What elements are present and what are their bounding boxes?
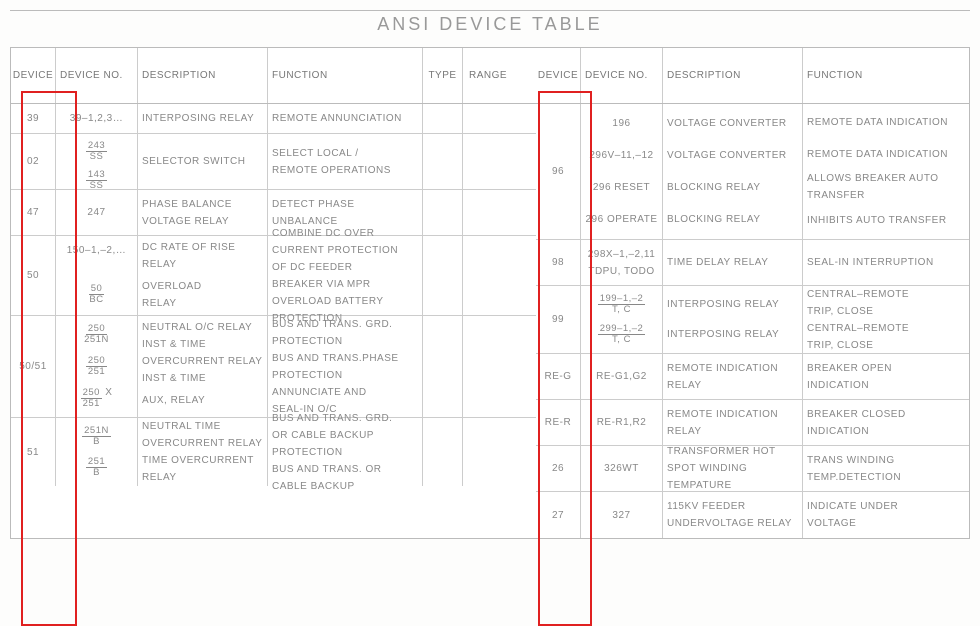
cell-device: 50/51 [11, 316, 56, 417]
col-function: FUNCTION [803, 48, 969, 103]
col-type: TYPE [423, 48, 463, 103]
cell-device: RE-R [536, 400, 581, 445]
cell-description: DC RATE OF RISERELAYOVERLOADRELAY [138, 236, 268, 315]
cell-function: BUS AND TRANS. GRD.PROTECTIONBUS AND TRA… [268, 316, 423, 417]
cell-device: 47 [11, 190, 56, 235]
cell-description: TIME DELAY RELAY [663, 240, 803, 285]
cell-function: BREAKER CLOSEDINDICATION [803, 400, 969, 445]
cell-device: 50 [11, 236, 56, 315]
cell-device: 99 [536, 286, 581, 353]
table-row: 27327115KV FEEDERUNDERVOLTAGE RELAYINDIC… [536, 492, 969, 538]
table-row: 02243SS143SSSELECTOR SWITCHSELECT LOCAL … [11, 134, 536, 190]
cell-device: 96 [536, 104, 581, 239]
cell-device-no: 196296V–11,–12296 RESET296 OPERATE [581, 104, 663, 239]
col-range: RANGE [463, 48, 513, 103]
cell-device-no: RE-R1,R2 [581, 400, 663, 445]
col-device-no: DEVICE NO. [581, 48, 663, 103]
cell-description: NEUTRAL TIMEOVERCURRENT RELAYTIME OVERCU… [138, 418, 268, 486]
cell-device: 98 [536, 240, 581, 285]
cell-description: NEUTRAL O/C RELAYINST & TIMEOVERCURRENT … [138, 316, 268, 417]
cell-function: COMBINE DC OVERCURRENT PROTECTIONOF DC F… [268, 236, 423, 315]
cell-description: REMOTE INDICATIONRELAY [663, 400, 803, 445]
cell-description: 115KV FEEDERUNDERVOLTAGE RELAY [663, 492, 803, 538]
cell-description: INTERPOSING RELAYINTERPOSING RELAY [663, 286, 803, 353]
table-right: DEVICE DEVICE NO. DESCRIPTION FUNCTION 9… [536, 48, 969, 538]
cell-function: SEAL-IN INTERRUPTION [803, 240, 969, 285]
table-row: 99199–1,–2T, C299–1,–2T, CINTERPOSING RE… [536, 286, 969, 354]
cell-function: BREAKER OPENINDICATION [803, 354, 969, 399]
cell-device-no: 298X–1,–2,11TDPU, TODO [581, 240, 663, 285]
cell-function: INDICATE UNDERVOLTAGE [803, 492, 969, 538]
table-row: 50150–1,–2,…50BCDC RATE OF RISERELAYOVER… [11, 236, 536, 316]
col-function: FUNCTION [268, 48, 423, 103]
table-row: 51251NB251BNEUTRAL TIMEOVERCURRENT RELAY… [11, 418, 536, 486]
cell-description: SELECTOR SWITCH [138, 134, 268, 189]
cell-device: RE-G [536, 354, 581, 399]
table-row: 3939–1,2,3…INTERPOSING RELAYREMOTE ANNUN… [11, 104, 536, 134]
cell-device: 26 [536, 446, 581, 491]
table-header-left: DEVICE DEVICE NO. DESCRIPTION FUNCTION T… [11, 48, 536, 104]
col-description: DESCRIPTION [138, 48, 268, 103]
cell-device-no: 326WT [581, 446, 663, 491]
cell-device-no: 247 [56, 190, 138, 235]
cell-function: SELECT LOCAL /REMOTE OPERATIONS [268, 134, 423, 189]
table-header-right: DEVICE DEVICE NO. DESCRIPTION FUNCTION [536, 48, 969, 104]
cell-description: VOLTAGE CONVERTERVOLTAGE CONVERTERBLOCKI… [663, 104, 803, 239]
cell-device: 02 [11, 134, 56, 189]
table-row: 50/51250251N250251250251 XNEUTRAL O/C RE… [11, 316, 536, 418]
col-device: DEVICE [11, 48, 56, 103]
cell-function: CENTRAL–REMOTETRIP, CLOSECENTRAL–REMOTET… [803, 286, 969, 353]
cell-description: INTERPOSING RELAY [138, 104, 268, 133]
cell-description: PHASE BALANCEVOLTAGE RELAY [138, 190, 268, 235]
cell-device-no: 327 [581, 492, 663, 538]
table-row: RE-RRE-R1,R2REMOTE INDICATIONRELAYBREAKE… [536, 400, 969, 446]
cell-function: TRANS WINDINGTEMP.DETECTION [803, 446, 969, 491]
cell-device-no: 243SS143SS [56, 134, 138, 189]
cell-device-no: RE-G1,G2 [581, 354, 663, 399]
ansi-device-table: DEVICE DEVICE NO. DESCRIPTION FUNCTION T… [10, 47, 970, 539]
cell-device-no: 150–1,–2,…50BC [56, 236, 138, 315]
cell-description: TRANSFORMER HOTSPOT WINDINGTEMPATURE [663, 446, 803, 491]
cell-device-no: 251NB251B [56, 418, 138, 486]
cell-description: REMOTE INDICATIONRELAY [663, 354, 803, 399]
col-device-no: DEVICE NO. [56, 48, 138, 103]
table-row: 96196296V–11,–12296 RESET296 OPERATEVOLT… [536, 104, 969, 240]
table-body-left: 3939–1,2,3…INTERPOSING RELAYREMOTE ANNUN… [11, 104, 536, 486]
table-body-right: 96196296V–11,–12296 RESET296 OPERATEVOLT… [536, 104, 969, 538]
cell-device-no: 39–1,2,3… [56, 104, 138, 133]
cell-device-no: 199–1,–2T, C299–1,–2T, C [581, 286, 663, 353]
table-row: 98298X–1,–2,11TDPU, TODOTIME DELAY RELAY… [536, 240, 969, 286]
table-row: RE-GRE-G1,G2REMOTE INDICATIONRELAYBREAKE… [536, 354, 969, 400]
cell-function: REMOTE ANNUNCIATION [268, 104, 423, 133]
cell-device-no: 250251N250251250251 X [56, 316, 138, 417]
cell-device: 39 [11, 104, 56, 133]
page-title: ANSI DEVICE TABLE [10, 10, 970, 35]
cell-function: REMOTE DATA INDICATIONREMOTE DATA INDICA… [803, 104, 969, 239]
table-row: 26326WTTRANSFORMER HOTSPOT WINDINGTEMPAT… [536, 446, 969, 492]
table-left: DEVICE DEVICE NO. DESCRIPTION FUNCTION T… [11, 48, 536, 538]
col-description: DESCRIPTION [663, 48, 803, 103]
cell-device: 27 [536, 492, 581, 538]
col-device: DEVICE [536, 48, 581, 103]
table-wrap: DEVICE DEVICE NO. DESCRIPTION FUNCTION T… [10, 47, 970, 539]
cell-device: 51 [11, 418, 56, 486]
cell-function: BUS AND TRANS. GRD.OR CABLE BACKUPPROTEC… [268, 418, 423, 486]
